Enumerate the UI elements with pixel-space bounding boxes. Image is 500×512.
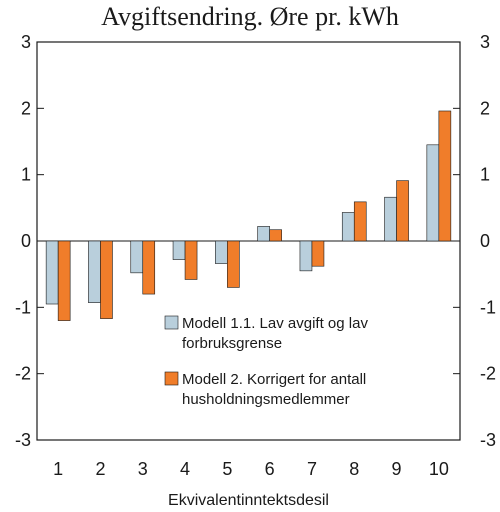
x-tick-label: 10 <box>429 459 449 479</box>
bar-series2-9 <box>396 180 409 242</box>
legend-label-series2: Modell 2. Korrigert for antall <box>182 371 366 388</box>
axes-layer <box>36 41 461 441</box>
bar-series2-10 <box>438 110 452 242</box>
bar-series2-6 <box>269 229 282 242</box>
bar-series2-5 <box>227 240 240 288</box>
bar-series2-2 <box>100 240 113 319</box>
x-tick-label: 9 <box>392 459 402 479</box>
legend-label-series1: forbruksgrense <box>182 335 282 352</box>
y-tick-label-left: 3 <box>21 32 31 52</box>
bar-series1-7 <box>299 240 313 272</box>
x-tick-label: 7 <box>307 459 317 479</box>
bar-series2-3 <box>142 240 156 295</box>
legend-label-series1: Modell 1.1. Lav avgift og lav <box>182 315 368 332</box>
x-tick-label: 6 <box>265 459 275 479</box>
labels-layer: 3 32 21 10 0-1 -1-2 -2-3 -31 2 3 4 5 6 7 8 9 10Ekvivalen… <box>15 32 496 509</box>
y-tick-label-right: 3 <box>480 32 490 52</box>
x-tick-label: 5 <box>222 459 232 479</box>
y-tick-label-left: -1 <box>15 297 31 317</box>
x-tick-label: 1 <box>53 459 63 479</box>
y-tick-label-left: 2 <box>21 98 31 118</box>
x-axis-label: Ekvivalentinntektsdesil <box>168 492 329 509</box>
legend-label-series2: husholdningsmedlemmer <box>182 391 350 408</box>
y-tick-label-right: 2 <box>480 98 490 118</box>
legend: Modell 1.1. Lav avgift og lav forbruksgre… <box>164 315 368 408</box>
y-tick-label-left: -2 <box>15 364 31 384</box>
x-tick-label: 8 <box>349 459 359 479</box>
bar-series2-7 <box>311 240 325 267</box>
x-tick-label: 2 <box>95 459 105 479</box>
x-tick-label: 3 <box>138 459 148 479</box>
y-tick-label-left: -3 <box>15 430 31 450</box>
y-tick-label-right: 0 <box>480 231 490 251</box>
bar-series1-2 <box>88 240 101 303</box>
y-tick-label-right: -3 <box>480 430 496 450</box>
bar-series1-4 <box>172 240 186 260</box>
y-tick-label-right: -1 <box>480 297 496 317</box>
bar-series2-4 <box>184 240 198 280</box>
y-tick-label-right: 1 <box>480 165 490 185</box>
y-tick-label-left: 1 <box>21 165 31 185</box>
bar-series1-10 <box>426 144 440 242</box>
bar-series1-5 <box>215 240 228 264</box>
bar-series2-1 <box>57 240 71 321</box>
legend-swatch-series1 <box>164 315 179 330</box>
y-tick-label-right: -2 <box>480 364 496 384</box>
bar-series1-6 <box>257 226 270 242</box>
bar-series1-1 <box>45 240 59 305</box>
bar-series1-3 <box>130 240 144 274</box>
bar-series2-8 <box>353 201 367 242</box>
legend-swatch-series2 <box>164 371 179 386</box>
chart-title: Avgiftsendring. Øre pr. kWh <box>101 2 399 31</box>
bar-series1-8 <box>341 212 355 242</box>
y-tick-label-left: 0 <box>21 231 31 251</box>
x-tick-label: 4 <box>180 459 190 479</box>
bar-series1-9 <box>384 196 397 242</box>
bars-layer <box>45 110 452 321</box>
